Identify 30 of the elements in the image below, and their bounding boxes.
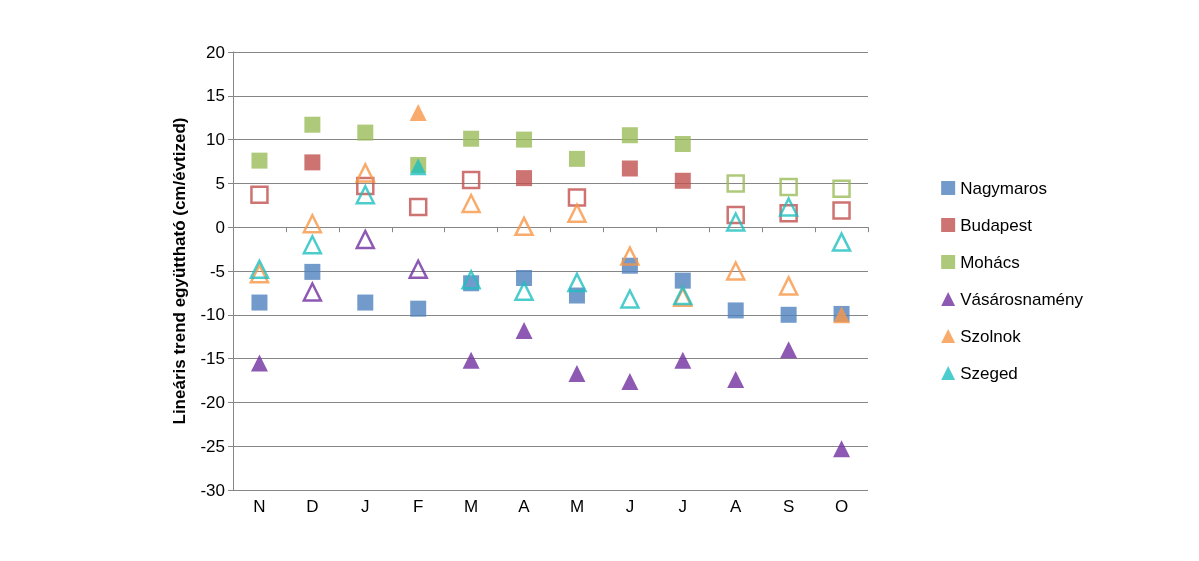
x-tick-label: N xyxy=(253,497,266,516)
x-tick-label: O xyxy=(834,497,849,516)
x-tick-label: A xyxy=(518,497,531,516)
y-axis-title: Lineáris trend együttható (cm/évtized) xyxy=(170,117,189,425)
y-tick-label: 10 xyxy=(206,130,225,150)
x-tick-label: J xyxy=(625,497,635,516)
y-tick-label: -5 xyxy=(209,261,225,281)
x-tick-label: M xyxy=(569,497,585,516)
y-tick-label: 0 xyxy=(215,217,225,237)
y-tick-label: 5 xyxy=(215,173,225,193)
x-tick-label: F xyxy=(413,497,424,516)
y-tick-label: 15 xyxy=(206,86,225,106)
legend-label: Vásárosnamény xyxy=(960,289,1084,309)
x-tick-label: A xyxy=(730,497,743,516)
x-tick-label: M xyxy=(464,497,479,516)
y-tick-label: -15 xyxy=(200,349,225,369)
x-tick-label: S xyxy=(782,497,795,516)
x-tick-label: D xyxy=(306,497,319,516)
y-tick-label: -10 xyxy=(200,305,225,325)
legend-label: Budapest xyxy=(960,215,1033,235)
y-tick-label: 20 xyxy=(206,42,225,62)
legend-label: Szolnok xyxy=(960,326,1022,346)
legend-label: Szeged xyxy=(960,363,1018,383)
legend-label: Mohács xyxy=(960,252,1020,272)
y-tick-label: -25 xyxy=(200,436,225,456)
x-tick-label: J xyxy=(678,497,688,516)
y-tick-label: -20 xyxy=(200,392,225,412)
y-tick-label: -30 xyxy=(200,480,225,500)
x-tick-label: J xyxy=(361,497,370,516)
legend-label: Nagymaros xyxy=(960,178,1048,198)
